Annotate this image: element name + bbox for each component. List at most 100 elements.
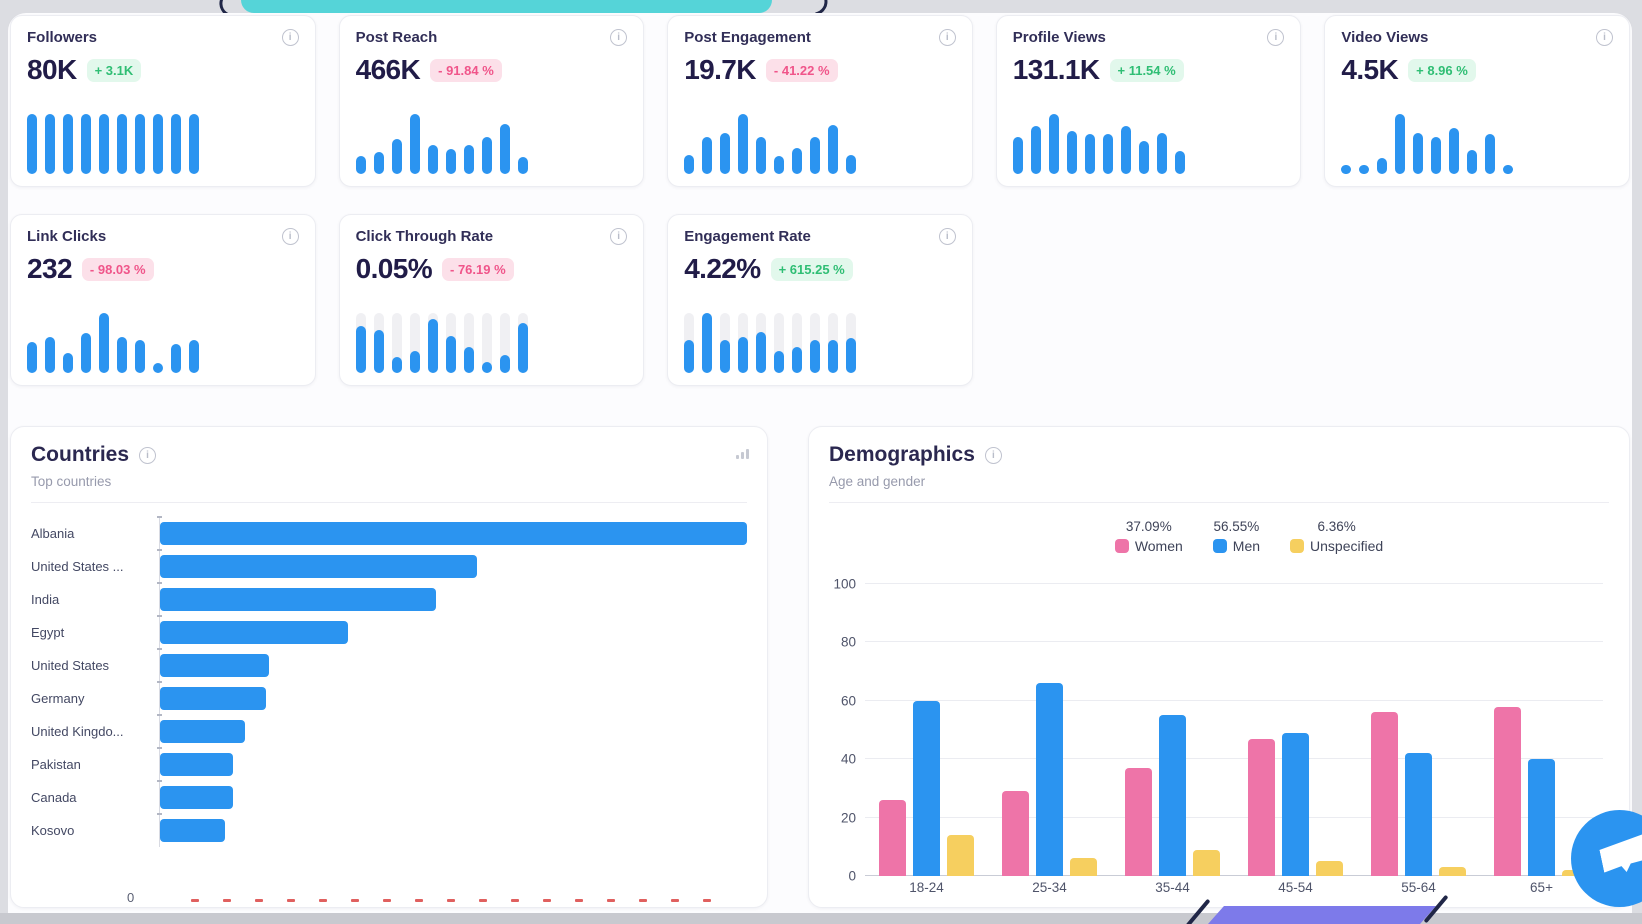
country-bar[interactable] <box>160 786 234 809</box>
kpi-value: 19.7K <box>684 54 756 85</box>
demo-bar-women[interactable] <box>1494 706 1521 876</box>
country-bar[interactable] <box>160 555 477 578</box>
legend-item[interactable]: 37.09% Women <box>1114 519 1183 554</box>
sparkline-bar <box>738 114 749 174</box>
country-label: Kosovo <box>31 823 75 838</box>
kpi-title: Link Clicks <box>27 228 107 245</box>
sparkline-bar <box>1395 114 1406 174</box>
kpi-change-badge: - 98.03 % <box>81 257 154 281</box>
legend-label: Unspecified <box>1310 538 1384 554</box>
kpi-card: Engagement Rate i 4.22% + 615.25 % <box>667 214 973 386</box>
country-bar[interactable] <box>160 753 234 776</box>
demographics-legend: 37.09% Women 56.55% Men 6.36% Unspecifie… <box>859 519 1629 554</box>
legend-item[interactable]: 56.55% Men <box>1212 519 1261 554</box>
country-bar[interactable] <box>160 588 436 611</box>
country-bar-area <box>157 747 747 781</box>
country-bar[interactable] <box>160 720 246 743</box>
sparkline-bar <box>391 313 402 373</box>
info-icon[interactable]: i <box>938 29 956 46</box>
sparkline-bar <box>445 114 456 174</box>
sparkline-bar <box>1048 114 1059 174</box>
sparkline-bar <box>463 114 474 174</box>
country-label: Egypt <box>31 625 65 640</box>
divider <box>829 502 1609 503</box>
demo-bar-unspecified[interactable] <box>947 835 974 876</box>
info-icon[interactable]: i <box>281 228 299 245</box>
kpi-sparkline <box>355 313 628 373</box>
demo-bar-men[interactable] <box>1036 683 1063 876</box>
country-label: India <box>31 592 60 607</box>
sparkline-bar <box>153 313 163 373</box>
kpi-sparkline <box>27 114 299 174</box>
demo-bar-men[interactable] <box>1405 753 1432 876</box>
demo-bar-women[interactable] <box>1002 791 1029 876</box>
y-axis-label: 0 <box>848 868 856 884</box>
sparkline-bar <box>1413 114 1424 174</box>
red-tick <box>191 899 199 902</box>
demo-bar-women[interactable] <box>1371 712 1398 876</box>
kpi-sparkline <box>27 313 299 373</box>
sparkline-bar <box>373 114 384 174</box>
kpi-value: 4.5K <box>1341 54 1399 85</box>
info-icon[interactable]: i <box>1267 29 1285 46</box>
sparkline-bar <box>171 313 181 373</box>
kpi-value: 466K <box>355 54 421 85</box>
country-bar[interactable] <box>160 522 747 545</box>
country-label: Albania <box>31 526 75 541</box>
info-icon[interactable]: i <box>938 228 956 245</box>
country-bar[interactable] <box>160 687 266 710</box>
demo-bar-women[interactable] <box>1248 738 1275 876</box>
info-icon[interactable]: i <box>139 446 157 464</box>
sparkline-bar <box>1156 114 1167 174</box>
country-label: United Kingdo... <box>31 724 124 739</box>
kpi-card: Post Engagement i 19.7K - 41.22 % <box>667 15 973 187</box>
country-bar[interactable] <box>160 621 348 644</box>
red-tick <box>351 899 359 902</box>
demo-bar-unspecified[interactable] <box>1439 867 1466 876</box>
info-icon[interactable]: i <box>610 29 628 46</box>
sparkline-bar <box>117 114 127 174</box>
sparkline-bar <box>1102 114 1113 174</box>
country-bar[interactable] <box>160 819 225 842</box>
demo-bar-men[interactable] <box>1528 759 1555 876</box>
kpi-card: Profile Views i 131.1K + 11.54 % <box>995 15 1302 187</box>
sparkline-bar <box>792 313 803 373</box>
country-bar[interactable] <box>160 654 269 677</box>
demo-bar-women[interactable] <box>879 800 906 876</box>
country-row: United States ... <box>31 549 747 583</box>
demo-bar-unspecified[interactable] <box>1070 858 1097 876</box>
demo-bar-men[interactable] <box>1282 732 1309 876</box>
country-row: Canada <box>31 780 747 814</box>
sparkline-bar <box>1174 114 1185 174</box>
kpi-title: Engagement Rate <box>684 228 811 245</box>
bar-chart-icon[interactable] <box>736 449 749 459</box>
legend-swatch <box>1114 539 1129 553</box>
info-icon[interactable]: i <box>1596 29 1613 46</box>
bottom-row: Countries i Top countries Albania United… <box>10 426 1630 908</box>
demo-group: 25-34 <box>1002 683 1097 895</box>
x-axis-label: 18-24 <box>909 880 944 895</box>
sparkline-bar <box>1503 114 1514 174</box>
kpi-value: 80K <box>27 54 77 85</box>
demo-bar-unspecified[interactable] <box>1316 861 1343 876</box>
sparkline-bar <box>810 114 821 174</box>
country-label: Germany <box>31 691 85 706</box>
legend-label: Men <box>1232 538 1261 554</box>
legend-item[interactable]: 6.36% Unspecified <box>1290 519 1383 554</box>
sparkline-bar <box>45 114 55 174</box>
info-icon[interactable]: i <box>610 228 628 245</box>
sparkline-bar <box>1431 114 1442 174</box>
decor-purple-ribbon <box>1208 906 1436 924</box>
countries-chart: Albania United States ... India Egypt Un… <box>31 516 747 847</box>
info-icon[interactable]: i <box>281 29 299 46</box>
sparkline-bar <box>1359 114 1370 174</box>
info-icon[interactable]: i <box>984 446 1002 464</box>
kpi-title: Profile Views <box>1012 29 1106 46</box>
demo-bar-women[interactable] <box>1125 767 1152 876</box>
demo-bar-unspecified[interactable] <box>1193 849 1220 876</box>
red-tick <box>415 899 423 902</box>
demo-bar-men[interactable] <box>913 700 940 876</box>
kpi-title: Click Through Rate <box>355 228 494 245</box>
demo-bar-men[interactable] <box>1159 715 1186 876</box>
chat-bubble-icon <box>1598 833 1642 876</box>
